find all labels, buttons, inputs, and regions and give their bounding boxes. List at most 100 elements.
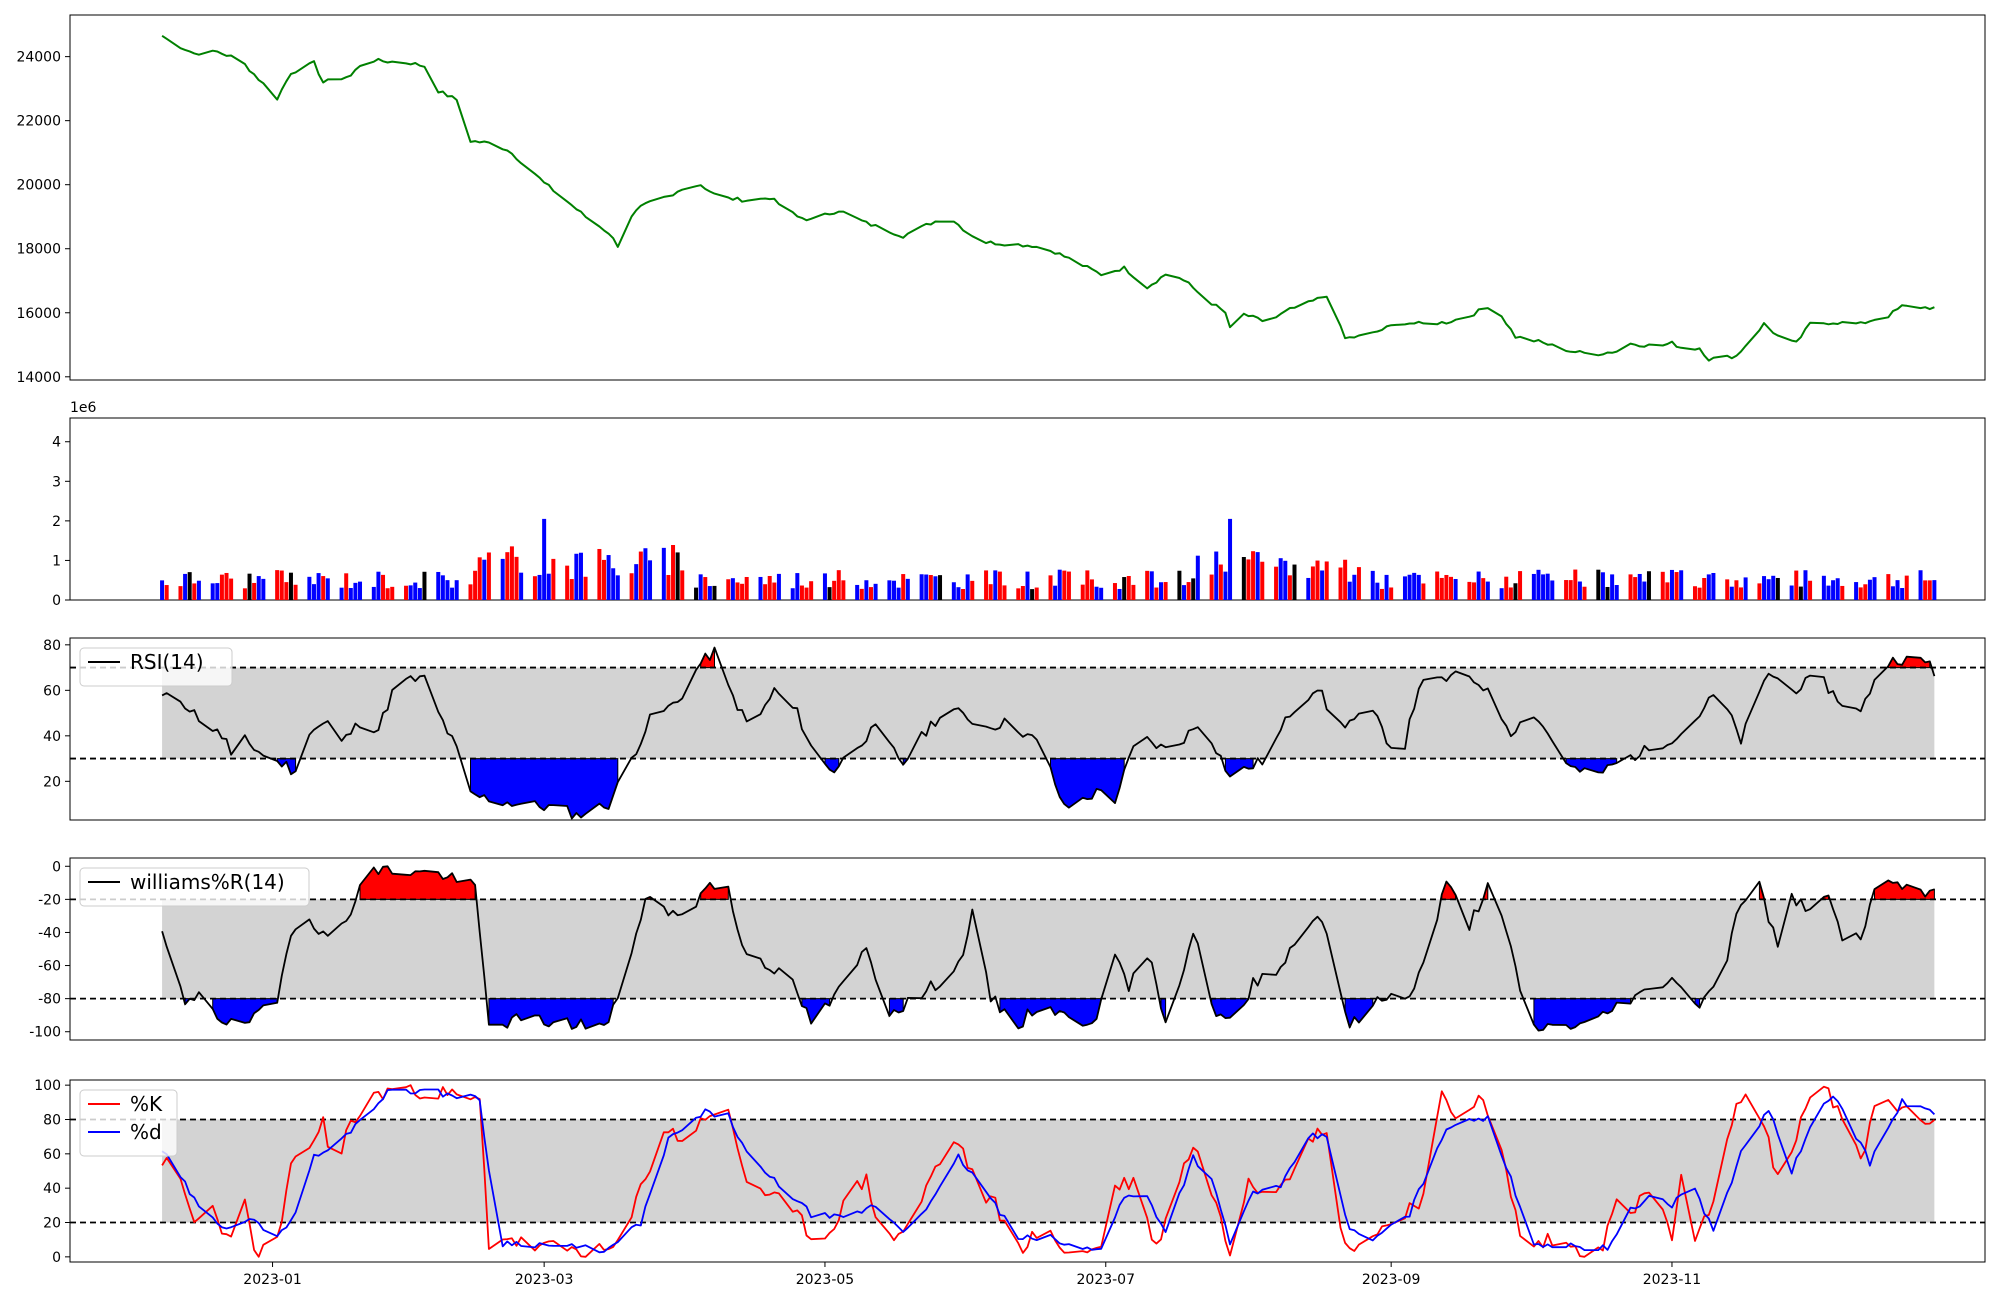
stochastic-k-line	[161, 1084, 1935, 1258]
volume-bar	[1642, 581, 1647, 600]
volume-bar	[1002, 585, 1007, 600]
volume-bar	[956, 587, 961, 600]
volume-bar	[1435, 571, 1440, 600]
williams-oversold-fill	[212, 998, 278, 1026]
volume-bar	[938, 575, 943, 600]
volume-bar	[1472, 582, 1477, 600]
volume-bar	[601, 559, 606, 600]
volume-bar	[1320, 570, 1325, 600]
volume-bar	[1274, 566, 1279, 600]
volume-bar	[772, 582, 777, 600]
volume-bar	[841, 580, 846, 600]
volume-bar	[896, 587, 901, 600]
volume-bar	[1324, 561, 1329, 600]
volume-bar	[1858, 587, 1863, 600]
williams-panel-ytick-label: -40	[38, 925, 61, 941]
volume-panel-ytick-label: 4	[52, 435, 61, 451]
volume-bar	[1117, 588, 1122, 600]
volume-bar	[500, 558, 505, 600]
volume-bar	[505, 552, 510, 600]
volume-bar	[924, 574, 929, 600]
volume-bar	[1246, 559, 1251, 600]
williams-overbought-fill	[700, 881, 729, 900]
x-tick-label: 2023-07	[1077, 1272, 1136, 1288]
volume-bar	[648, 560, 653, 600]
volume-bar	[178, 586, 183, 600]
volume-bar	[1352, 574, 1357, 600]
volume-bar	[1099, 587, 1104, 600]
volume-bar	[1932, 580, 1937, 600]
volume-bar	[160, 580, 165, 600]
volume-bar	[1048, 575, 1053, 600]
volume-bar	[1729, 586, 1734, 600]
volume-bar	[1241, 557, 1246, 600]
volume-bar	[1112, 583, 1117, 600]
volume-bar	[1821, 575, 1826, 600]
volume-bar	[1702, 577, 1707, 600]
volume-bar	[643, 548, 648, 600]
volume-bar	[1605, 586, 1610, 600]
williams-panel-neutral-band	[162, 899, 1935, 999]
volume-bar	[776, 573, 781, 600]
price-panel-ytick-label: 20000	[16, 178, 61, 194]
volume-bar	[855, 584, 860, 600]
volume-bar	[1923, 580, 1928, 600]
volume-bar	[192, 583, 197, 600]
volume-bar	[1347, 581, 1352, 600]
volume-bar	[1085, 570, 1090, 600]
volume-bar	[565, 565, 570, 600]
volume-bar	[615, 575, 620, 600]
rsi-panel-ytick-label: 60	[43, 683, 61, 699]
volume-bar	[1255, 552, 1260, 600]
volume-bar	[1775, 577, 1780, 600]
volume-bar	[321, 576, 326, 600]
volume-bar	[919, 574, 924, 600]
volume-bar	[1872, 577, 1877, 600]
volume-bar	[597, 548, 602, 600]
volume-bar	[1927, 580, 1932, 600]
volume-bar	[822, 573, 827, 600]
volume-bar	[1384, 574, 1389, 600]
volume-bar	[1757, 583, 1762, 600]
volume-bar	[1803, 570, 1808, 600]
volume-bar	[450, 587, 455, 600]
volume-bar	[252, 582, 257, 600]
volume-bar	[1545, 573, 1550, 600]
volume-bar	[381, 574, 386, 600]
volume-bar	[1062, 570, 1067, 600]
volume-bar	[325, 578, 330, 600]
volume-bar	[634, 564, 639, 600]
volume-bar	[417, 588, 422, 600]
volume-bar	[1577, 581, 1582, 600]
volume-bar	[1743, 577, 1748, 600]
volume-bar	[551, 558, 556, 600]
volume-bar	[1840, 585, 1845, 600]
price-panel-ytick-label: 24000	[16, 50, 61, 66]
volume-bar	[339, 587, 344, 600]
volume-bar	[1149, 571, 1154, 600]
volume-bar	[261, 578, 266, 600]
volume-bar	[661, 547, 666, 600]
volume-bar	[1306, 577, 1311, 600]
volume-bar	[997, 571, 1002, 600]
volume-bar	[703, 577, 708, 600]
volume-bar	[868, 587, 873, 600]
volume-bar	[284, 582, 289, 600]
volume-bar	[758, 576, 763, 600]
volume-bar	[390, 586, 395, 600]
volume-bar	[965, 574, 970, 600]
volume-panel-ytick-label: 2	[52, 514, 61, 530]
volume-bar	[730, 578, 735, 600]
volume-bar	[1177, 570, 1182, 600]
volume-bar	[707, 586, 712, 600]
volume-bar	[993, 570, 998, 600]
volume-bar	[1449, 576, 1454, 600]
volume-bar	[763, 584, 768, 600]
volume-bar	[344, 573, 349, 600]
volume-bar	[961, 589, 966, 600]
volume-bar	[1191, 578, 1196, 600]
volume-bar	[1122, 577, 1127, 600]
rsi-panel-neutral-band	[162, 667, 1935, 759]
volume-bar	[1080, 584, 1085, 600]
volume-bar	[1066, 571, 1071, 600]
